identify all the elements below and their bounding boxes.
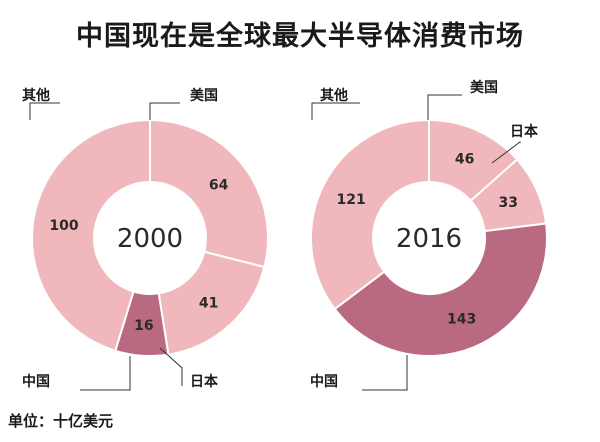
value-label-2016-0: 46 <box>455 152 474 168</box>
category-label-2000-3: 其他 <box>22 87 50 104</box>
value-label-2016-2: 143 <box>447 312 476 328</box>
leader-line-2000-2 <box>80 356 131 391</box>
slice-2016-2 <box>333 222 548 357</box>
category-label-2016-1: 日本 <box>510 123 539 140</box>
value-label-2016-3: 121 <box>337 192 366 208</box>
value-label-2000-2: 16 <box>134 318 153 334</box>
chart-title: 中国现在是全球最大半导体消费市场 <box>76 21 524 52</box>
category-label-2016-3: 其他 <box>320 87 348 104</box>
leader-line-2016-1 <box>491 141 521 164</box>
leader-line-2016-0 <box>427 94 462 120</box>
leader-line-2016-2 <box>362 355 408 391</box>
value-label-2016-1: 33 <box>498 195 517 211</box>
category-label-2016-0: 美国 <box>470 79 498 96</box>
category-label-2000-1: 日本 <box>190 373 219 390</box>
category-label-2016-2: 中国 <box>310 373 338 390</box>
category-label-2000-2: 中国 <box>22 373 50 390</box>
center-label-2016: 2016 <box>396 224 462 254</box>
leader-line-2000-0 <box>149 102 180 120</box>
value-label-2000-0: 64 <box>209 178 229 194</box>
value-label-2000-3: 100 <box>49 218 78 234</box>
slice-2016-3 <box>310 118 430 311</box>
center-label-2000: 2000 <box>117 224 183 254</box>
unit-note: 单位：十亿美元 <box>8 412 114 430</box>
leader-line-2000-3 <box>29 102 60 120</box>
slice-2000-0 <box>149 118 269 269</box>
leader-line-2000-1 <box>159 347 183 386</box>
slice-2000-1 <box>157 250 266 356</box>
slice-2000-3 <box>31 118 151 353</box>
leader-line-2016-3 <box>311 102 360 120</box>
category-label-2000-0: 美国 <box>190 87 218 104</box>
value-label-2000-1: 41 <box>199 295 218 311</box>
